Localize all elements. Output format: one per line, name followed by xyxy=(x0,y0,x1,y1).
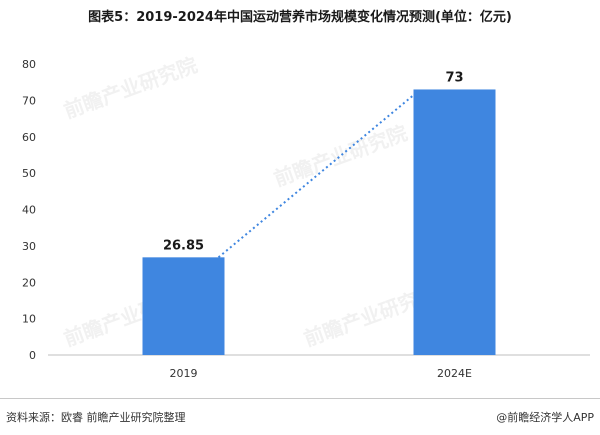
y-tick-label: 80 xyxy=(22,58,36,71)
source-note: 资料来源：欧睿 前瞻产业研究院整理 xyxy=(6,411,186,424)
data-label: 26.85 xyxy=(163,238,204,253)
footer: 资料来源：欧睿 前瞻产业研究院整理 @前瞻经济学人APP xyxy=(0,398,600,435)
credit-note: @前瞻经济学人APP xyxy=(496,411,594,424)
y-tick-label: 30 xyxy=(22,240,36,253)
y-tick-label: 0 xyxy=(29,349,36,362)
y-tick-label: 50 xyxy=(22,167,36,180)
y-tick-label: 70 xyxy=(22,94,36,107)
y-tick-label: 60 xyxy=(22,131,36,144)
x-tick-label: 2019 xyxy=(170,367,198,380)
bar-chart: 0 10 20 30 40 50 60 70 80 26.85 2019 73 2024E xyxy=(22,58,590,380)
chart-title: 图表5：2019-2024年中国运动营养市场规模变化情况预测(单位：亿元) xyxy=(88,10,512,25)
y-tick-label: 40 xyxy=(22,204,36,217)
bar xyxy=(142,257,225,355)
x-tick-label: 2024E xyxy=(437,367,472,380)
y-tick-label: 20 xyxy=(22,276,36,289)
trend-line xyxy=(217,92,417,259)
data-label: 73 xyxy=(445,70,463,85)
bar xyxy=(413,89,496,356)
y-tick-label: 10 xyxy=(22,313,36,326)
